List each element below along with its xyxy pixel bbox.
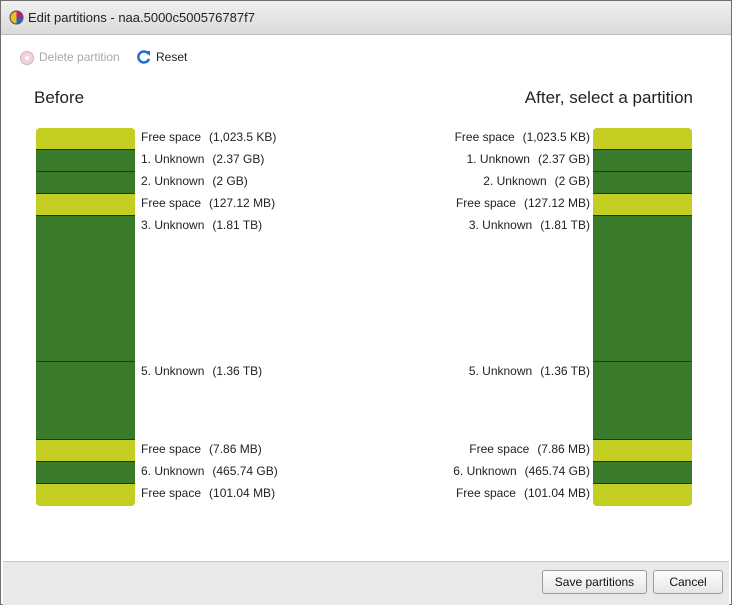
partition-segment (36, 216, 135, 362)
partition-size: (2.37 GB) (212, 152, 265, 166)
partition-label: 2. Unknown (2 GB) (483, 174, 590, 188)
partition-name: 1. Unknown (466, 152, 530, 166)
partition-name: Free space (141, 196, 202, 210)
footer: Save partitions Cancel (3, 561, 729, 605)
partition-segment (36, 194, 135, 216)
partition-segment[interactable] (593, 128, 692, 150)
after-heading: After, select a partition (524, 88, 693, 107)
title-bar: Edit partitions - naa.5000c500576787f7 (1, 1, 731, 35)
partition-label: 3. Unknown (1.81 TB) (469, 218, 590, 232)
partition-label: 1. Unknown (2.37 GB) (141, 152, 264, 166)
partition-name: Free space (469, 442, 530, 456)
delete-partition[interactable]: Delete partition (39, 50, 120, 64)
partition-segment (36, 362, 135, 440)
partition-name: 2. Unknown (141, 174, 205, 188)
partition-size: (465.74 GB) (524, 464, 590, 478)
partition-size: (7.86 MB) (537, 442, 590, 456)
partition-size: (7.86 MB) (209, 442, 262, 456)
partition-segment[interactable] (593, 194, 692, 216)
partition-label: Free space (1,023.5 KB) (455, 130, 590, 144)
dialog-title: Edit partitions - naa.5000c500576787f7 (28, 10, 255, 25)
before-heading: Before (34, 88, 85, 107)
before-bar (36, 128, 135, 506)
partition-name: 1. Unknown (141, 152, 205, 166)
partition-segment (36, 150, 135, 172)
partition-label: 1. Unknown (2.37 GB) (467, 152, 590, 166)
partition-label: 6. Unknown (465.74 GB) (141, 464, 278, 478)
partition-segment[interactable] (593, 484, 692, 506)
dialog-icon (9, 10, 24, 25)
partition-size: (127.12 MB) (523, 196, 590, 210)
partition-segment (36, 462, 135, 484)
partition-name: 5. Unknown (468, 364, 533, 378)
partition-segment[interactable] (593, 216, 692, 362)
partition-label: 2. Unknown (2 GB) (141, 174, 248, 188)
partition-segment[interactable] (593, 150, 692, 172)
partition-size: (1.36 TB) (540, 364, 590, 378)
partition-name: 2. Unknown (483, 174, 547, 188)
partition-label: Free space (7.86 MB) (141, 442, 262, 456)
partition-label: Free space (7.86 MB) (469, 442, 590, 456)
partition-segment (36, 484, 135, 506)
partition-size: (2.37 GB) (537, 152, 590, 166)
partition-label: Free space (127.12 MB) (456, 196, 590, 210)
partition-name: 6. Unknown (453, 464, 517, 478)
partition-size: (101.04 MB) (523, 486, 590, 500)
save-button[interactable]: Save partitions (542, 570, 647, 594)
partition-name: Free space (141, 486, 202, 500)
partition-segment[interactable] (593, 440, 692, 462)
partition-size: (101.04 MB) (209, 486, 276, 500)
reset-icon (137, 50, 151, 64)
partition-segment[interactable] (593, 362, 692, 440)
partition-size: (1.81 TB) (212, 218, 263, 232)
cancel-button[interactable]: Cancel (653, 570, 723, 594)
partition-name: Free space (454, 130, 515, 144)
reset[interactable]: Reset (156, 50, 188, 64)
partition-size: (2 GB) (212, 174, 248, 188)
partition-name: 5. Unknown (141, 364, 205, 378)
partition-segment[interactable] (593, 172, 692, 194)
partition-name: Free space (455, 486, 516, 500)
partition-segment (36, 128, 135, 150)
partition-name: 3. Unknown (141, 218, 205, 232)
partition-name: Free space (141, 442, 202, 456)
delete-icon (20, 51, 34, 65)
partition-name: 6. Unknown (141, 464, 205, 478)
partition-name: Free space (455, 196, 516, 210)
partition-name: 3. Unknown (468, 218, 533, 232)
partition-label: 5. Unknown (1.36 TB) (141, 364, 262, 378)
partition-size: (127.12 MB) (209, 196, 276, 210)
partition-label: 6. Unknown (465.74 GB) (453, 464, 590, 478)
partition-label: 3. Unknown (1.81 TB) (141, 218, 262, 232)
partition-label: Free space (101.04 MB) (456, 486, 590, 500)
after-bar (593, 128, 692, 506)
partition-size: (1.36 TB) (212, 364, 263, 378)
partition-label: Free space (127.12 MB) (141, 196, 275, 210)
partition-size: (1,023.5 KB) (209, 130, 277, 144)
partition-label: 5. Unknown (1.36 TB) (469, 364, 590, 378)
partition-size: (465.74 GB) (212, 464, 278, 478)
partition-size: (1,023.5 KB) (522, 130, 590, 144)
partition-segment (36, 440, 135, 462)
partition-segment (36, 172, 135, 194)
partition-size: (2 GB) (554, 174, 590, 188)
partition-label: Free space (101.04 MB) (141, 486, 275, 500)
partition-label: Free space (1,023.5 KB) (141, 130, 276, 144)
partition-name: Free space (141, 130, 202, 144)
partition-segment[interactable] (593, 462, 692, 484)
partition-size: (1.81 TB) (540, 218, 590, 232)
